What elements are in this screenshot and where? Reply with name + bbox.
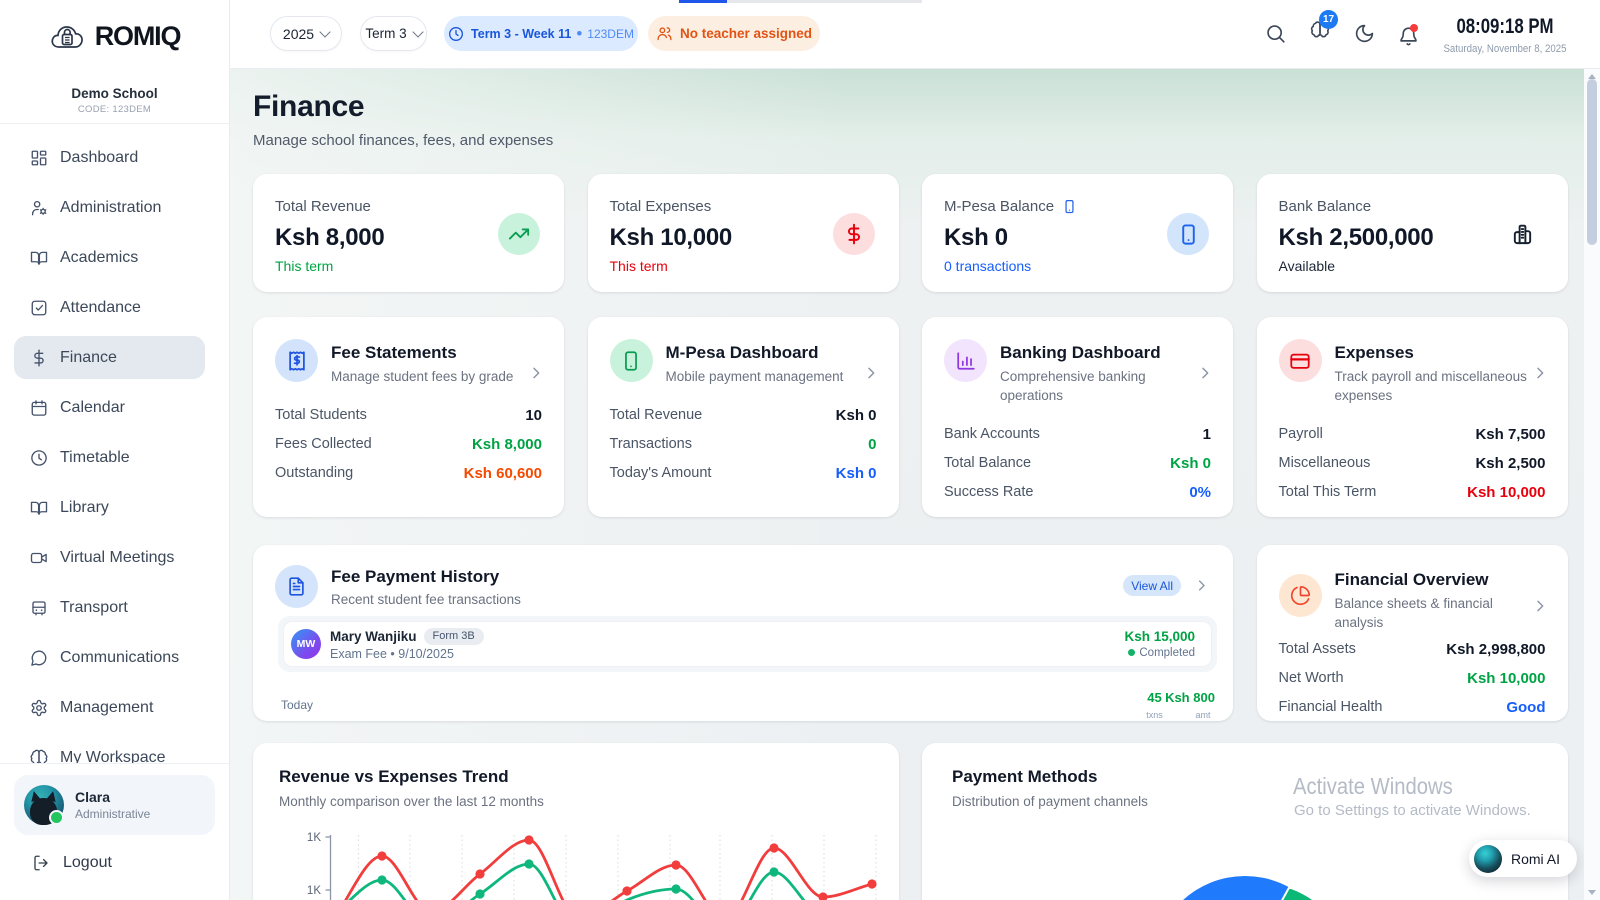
svg-text:1K: 1K (307, 832, 321, 844)
svg-text:1K: 1K (307, 885, 321, 897)
